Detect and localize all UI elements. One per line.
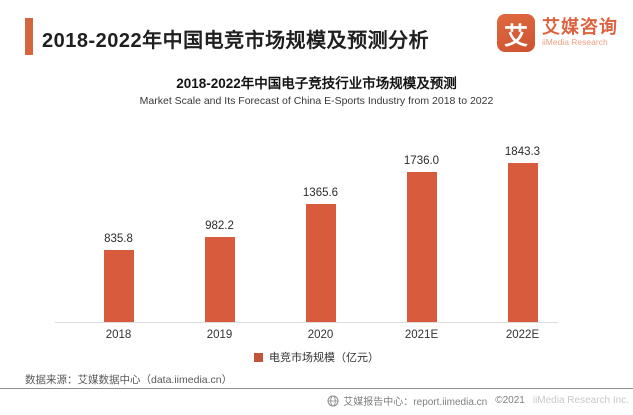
bar-value-label: 1843.3 [504,146,541,158]
copyright: ©2021 [495,395,525,406]
bar-value-label: 982.2 [205,220,234,232]
x-axis-label-2022E: 2022E [505,329,540,341]
bar-2020[interactable] [305,204,336,322]
title-accent-bar [25,18,33,55]
x-axis-label-2021E: 2021E [404,329,439,341]
data-source-note: 数据来源：艾媒数据中心（data.iimedia.cn） [25,374,233,386]
legend-swatch [254,352,263,362]
bar-group-2021E: 1736.0 [371,135,472,322]
chart-subtitle: Market Scale and Its Forecast of China E… [139,95,494,107]
bar-value-label: 1736.0 [403,155,440,167]
logo-text: 艾媒咨询 iiMedia Research [542,18,618,47]
bar-value-label: 1365.6 [302,187,339,199]
iimedia-logo-icon: 艾 [497,14,535,52]
bar-2022E[interactable] [507,163,538,322]
x-axis-label-2018: 2018 [105,329,132,341]
bar-group-2022E: 1843.3 [472,135,573,322]
footer-divider [0,388,633,389]
bar-2018[interactable] [103,250,134,322]
chart-title: 2018-2022年中国电子竞技行业市场规模及预测 [176,76,457,91]
page-title: 2018-2022年中国电竞市场规模及预测分析 [42,30,430,52]
logo-name-cn: 艾媒咨询 [542,17,618,38]
chart-legend: 电竞市场规模（亿元） [0,349,633,365]
footer-watermark: iiMedia Research Inc. [532,395,629,406]
bar-value-label: 835.8 [104,233,133,245]
report-center-link[interactable]: 艾媒报告中心：report.iimedia.cn [343,397,488,408]
bar-group-2018: 835.8 [68,135,169,322]
x-axis-labels: 2018 2019 2020 2021E 2022E [68,329,573,341]
bar-2019[interactable] [204,237,235,322]
bar-group-2019: 982.2 [169,135,270,322]
legend-label: 电竞市场规模（亿元） [269,352,379,364]
footer: 艾媒报告中心：report.iimedia.cn ©2021 iiMedia R… [327,393,629,408]
bar-2021E[interactable] [406,172,437,322]
plot-area: 835.8 982.2 1365.6 1736.0 1843.3 [68,135,573,322]
logo-name-en: iiMedia Research [542,37,608,48]
iimedia-logo: 艾 艾媒咨询 iiMedia Research [497,14,618,52]
x-axis-line [55,322,558,323]
bar-group-2020: 1365.6 [270,135,371,322]
x-axis-label-2019: 2019 [206,329,233,341]
globe-icon [327,395,339,406]
x-axis-label-2020: 2020 [307,329,334,341]
